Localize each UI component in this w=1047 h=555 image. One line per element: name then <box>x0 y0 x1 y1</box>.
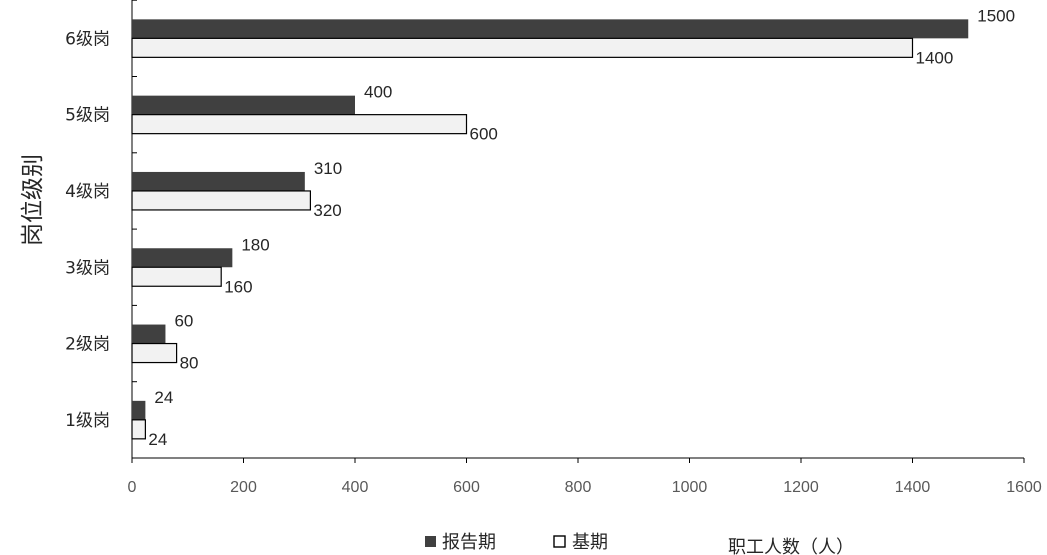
data-label-report-period: 400 <box>364 83 392 102</box>
y-tick-label: 2级岗 <box>65 335 110 355</box>
y-tick-label: 3级岗 <box>65 258 110 278</box>
bar-report-period <box>132 248 233 268</box>
legend-swatch-base-period <box>553 535 566 548</box>
legend: 报告期 基期 <box>425 532 608 553</box>
bar-report-period <box>132 95 355 115</box>
x-tick-label: 1200 <box>783 479 819 496</box>
data-label-base-period: 80 <box>180 354 199 373</box>
y-tick-label: 4级岗 <box>65 182 110 202</box>
data-label-report-period: 24 <box>154 388 173 407</box>
data-label-report-period: 1500 <box>977 6 1015 25</box>
x-tick-label: 0 <box>128 479 137 496</box>
x-tick-label: 1600 <box>1006 479 1042 496</box>
data-label-base-period: 600 <box>470 125 498 144</box>
y-tick-label: 5级岗 <box>65 106 110 126</box>
data-label-report-period: 310 <box>314 159 342 178</box>
bar-base-period <box>131 37 914 58</box>
x-tick-label: 200 <box>230 479 257 496</box>
data-label-report-period: 60 <box>174 312 193 331</box>
bar-report-period <box>132 400 146 420</box>
data-label-base-period: 1400 <box>916 48 954 67</box>
bar-base-period <box>131 419 146 440</box>
legend-item-base-period: 基期 <box>553 532 608 553</box>
legend-swatch-report-period <box>425 536 436 547</box>
x-tick-label: 600 <box>453 479 480 496</box>
y-tick-label: 1级岗 <box>65 411 110 431</box>
bar-base-period <box>131 114 468 135</box>
data-label-base-period: 160 <box>224 277 252 296</box>
x-tick-label: 1000 <box>672 479 708 496</box>
bar-report-period <box>132 19 969 39</box>
legend-label-report-period: 报告期 <box>442 532 496 553</box>
data-label-base-period: 24 <box>148 430 167 449</box>
x-tick-label: 400 <box>342 479 369 496</box>
bar-report-period <box>132 324 166 344</box>
plot-area: 0 200 400 600 800 1000 1200 1400 1600 1级岗 24 24 2级岗 6… <box>65 0 1042 496</box>
bar-report-period <box>132 171 305 191</box>
y-axis-title: 岗位级别 <box>20 154 46 246</box>
data-label-report-period: 180 <box>241 235 269 254</box>
x-tick-label: 800 <box>565 479 592 496</box>
bar-base-period <box>131 342 178 364</box>
legend-label-base-period: 基期 <box>572 532 608 553</box>
x-tick-label: 1400 <box>895 479 931 496</box>
bar-base-period <box>131 266 222 287</box>
legend-item-report-period: 报告期 <box>425 532 496 553</box>
bar-base-period <box>131 190 311 211</box>
data-label-base-period: 320 <box>313 201 341 220</box>
x-axis-title: 职工人数（人） <box>728 537 854 555</box>
y-tick-label: 6级岗 <box>65 29 110 49</box>
